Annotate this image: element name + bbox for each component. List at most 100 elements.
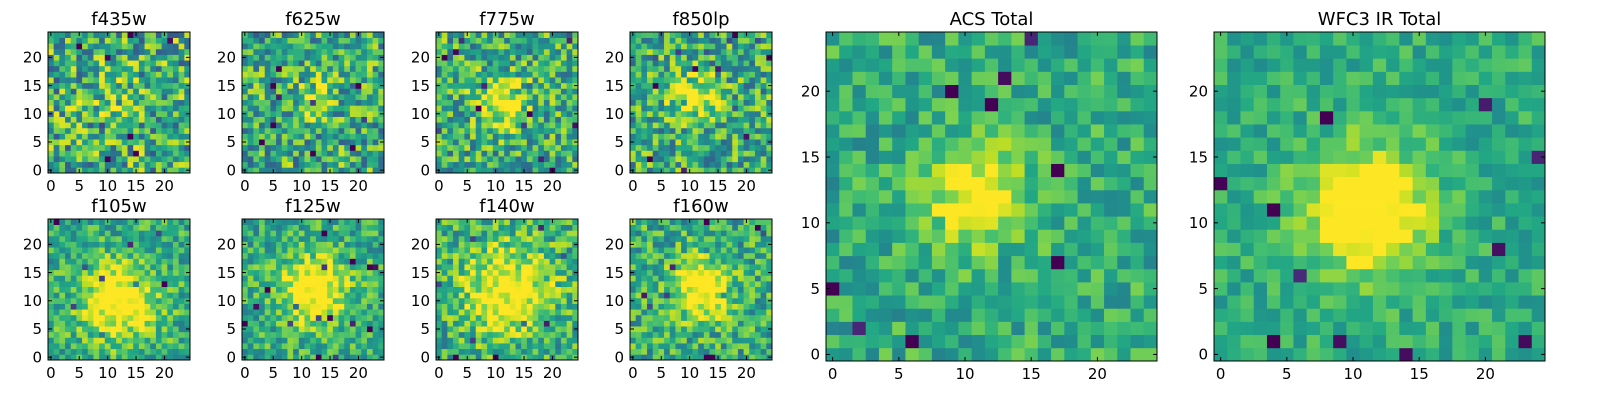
heatmap-cell (521, 264, 528, 271)
heatmap-cell (70, 37, 77, 44)
heatmap-cell (247, 60, 254, 67)
heatmap-cell (144, 264, 151, 271)
heatmap-cell (253, 144, 260, 151)
heatmap-cell (327, 247, 334, 254)
heatmap-cell (458, 105, 465, 112)
heatmap-cell (720, 314, 727, 321)
heatmap-cell (521, 258, 528, 265)
heatmap-cell (264, 77, 271, 84)
heatmap-cell (93, 252, 100, 259)
heatmap-cell (259, 314, 266, 321)
heatmap-cell (726, 354, 733, 361)
heatmap-cell (70, 286, 77, 293)
heatmap-cell (144, 337, 151, 344)
heatmap-cell (138, 337, 145, 344)
heatmap-cell (749, 314, 756, 321)
heatmap-cell (630, 309, 637, 316)
heatmap-cell (99, 354, 106, 361)
heatmap-cell (150, 224, 157, 231)
heatmap-cell (566, 133, 573, 140)
heatmap-cell (732, 150, 739, 157)
heatmap-cell (161, 156, 168, 163)
heatmap-cell (526, 82, 533, 89)
heatmap-cell (53, 71, 60, 78)
heatmap-cell (70, 110, 77, 117)
heatmap-cell (287, 343, 294, 350)
heatmap-cell (521, 122, 528, 129)
heatmap-cell (144, 326, 151, 333)
heatmap-cell (464, 37, 471, 44)
heatmap-cell (247, 150, 254, 157)
heatmap-cell (293, 167, 300, 174)
heatmap-cell (635, 343, 642, 350)
heatmap-cell (647, 82, 654, 89)
heatmap-cell (749, 116, 756, 123)
heatmap-cell (669, 337, 676, 344)
heatmap-cell (161, 320, 168, 327)
heatmap-cell (247, 77, 254, 84)
heatmap-cell (652, 77, 659, 84)
heatmap-cell (487, 219, 494, 225)
heatmap-cell (572, 286, 579, 293)
heatmap-cell (509, 292, 516, 299)
heatmap-cell (138, 309, 145, 316)
heatmap-cell (121, 348, 128, 355)
heatmap-cell (458, 224, 465, 231)
heatmap-cell (481, 122, 488, 129)
heatmap-cell (65, 127, 72, 134)
heatmap-cell (372, 275, 379, 282)
heatmap-cell (167, 269, 174, 276)
heatmap-cell (161, 258, 168, 265)
heatmap-cell (344, 65, 351, 72)
heatmap-cell (344, 252, 351, 259)
heatmap-cell (532, 281, 539, 288)
heatmap-cell (635, 71, 642, 78)
heatmap-cell (453, 343, 460, 350)
heatmap-cell (349, 219, 356, 225)
heatmap-cell (133, 247, 140, 254)
heatmap-cell (59, 156, 66, 163)
heatmap-cell (133, 60, 140, 67)
heatmap-cell (538, 77, 545, 84)
heatmap-cell (487, 281, 494, 288)
heatmap-cell (475, 54, 482, 61)
heatmap-cell (87, 156, 94, 163)
heatmap-cell (760, 275, 767, 282)
heatmap-cell (378, 77, 385, 84)
heatmap-cell (287, 156, 294, 163)
heatmap-cell (361, 343, 368, 350)
heatmap-cell (521, 275, 528, 282)
heatmap-cell (259, 105, 266, 112)
heatmap-cell (372, 54, 379, 61)
heatmap-cell (378, 32, 385, 38)
heatmap-cell (475, 354, 482, 361)
heatmap-cell (332, 71, 339, 78)
heatmap-cell (743, 343, 750, 350)
heatmap-cell (259, 224, 266, 231)
x-tick-label: 20 (155, 364, 174, 382)
panel-title-f125w: f125w (285, 196, 340, 217)
heatmap-cell (641, 110, 648, 117)
heatmap-cell (304, 326, 311, 333)
heatmap-cell (635, 309, 642, 316)
heatmap-cell (366, 144, 373, 151)
heatmap-cell (698, 65, 705, 72)
heatmap-cell (287, 281, 294, 288)
heatmap-cell (526, 99, 533, 106)
heatmap-cell (338, 219, 345, 225)
heatmap-cell (749, 37, 756, 44)
heatmap-cell (155, 60, 162, 67)
heatmap-cell (150, 77, 157, 84)
heatmap-cell (270, 43, 277, 50)
heatmap-cell (743, 122, 750, 129)
heatmap-cell (475, 77, 482, 84)
heatmap-cell (121, 156, 128, 163)
heatmap-cell (298, 303, 305, 310)
heatmap-cell (247, 219, 254, 225)
heatmap-cell (344, 314, 351, 321)
heatmap-cell (372, 314, 379, 321)
heatmap-cell (549, 326, 556, 333)
heatmap-cell (304, 235, 311, 242)
heatmap-cell (372, 348, 379, 355)
